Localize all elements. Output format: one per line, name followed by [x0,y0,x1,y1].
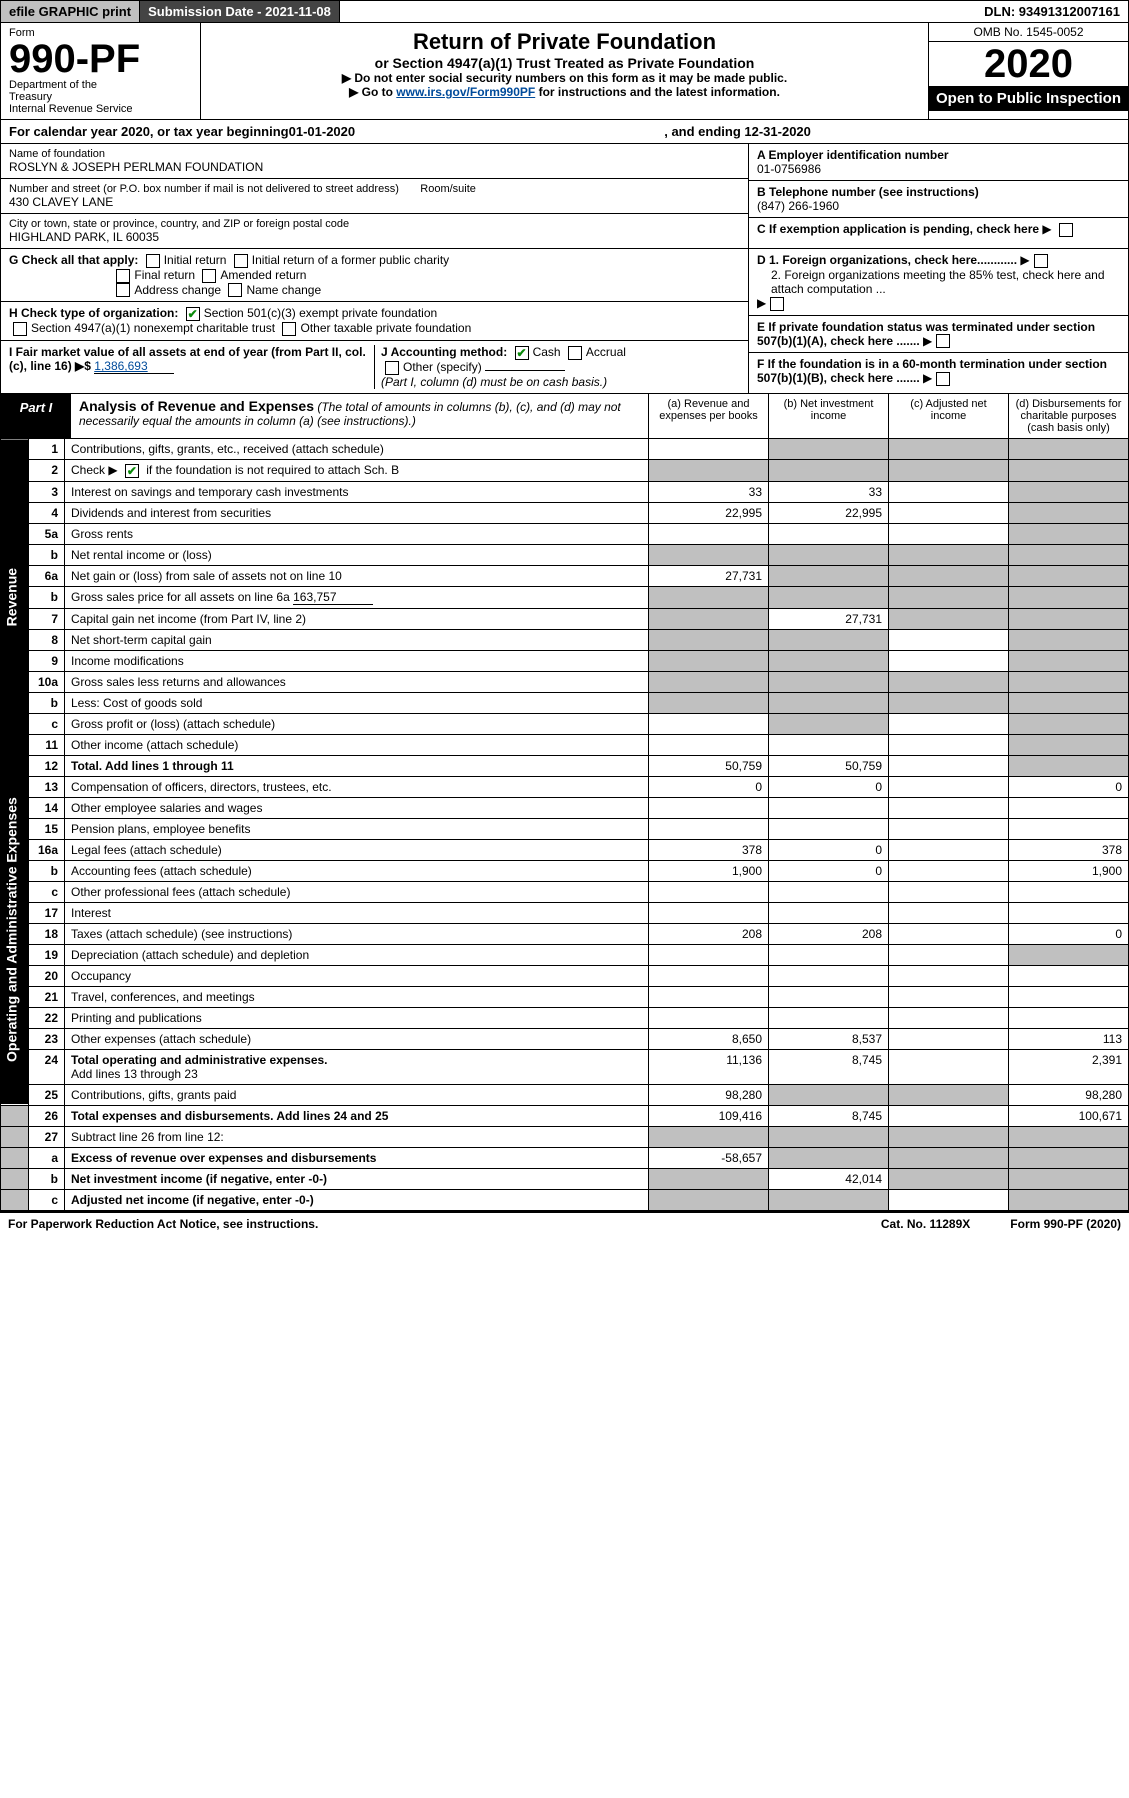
city-cell: City or town, state or province, country… [1,214,748,248]
name-cell: Name of foundationROSLYN & JOSEPH PERLMA… [1,144,748,179]
checkbox-g3[interactable] [116,269,130,283]
part1-header: Part I Analysis of Revenue and Expenses … [0,394,1129,439]
footer-mid: Cat. No. 11289X [881,1217,970,1231]
checkbox-f[interactable] [936,372,950,386]
checkbox-g1[interactable] [146,254,160,268]
revenue-side: Revenue [1,439,29,755]
footer: For Paperwork Reduction Act Notice, see … [0,1211,1129,1235]
submission-date: Submission Date - 2021-11-08 [140,1,340,22]
checkbox-e[interactable] [936,334,950,348]
col-a-head: (a) Revenue and expenses per books [648,394,768,438]
checkbox-d2[interactable] [770,297,784,311]
omb-number: OMB No. 1545-0052 [929,23,1128,42]
header-left: Form 990-PF Department of theTreasuryInt… [1,23,201,119]
checkbox-schb[interactable]: ✔ [125,464,139,478]
checks-right: D 1. Foreign organizations, check here..… [748,249,1128,393]
ij-row: I Fair market value of all assets at end… [1,341,748,393]
checkbox-g2[interactable] [234,254,248,268]
part-title: Analysis of Revenue and Expenses (The to… [71,394,648,438]
address-cell: Number and street (or P.O. box number if… [1,179,748,214]
id-right: A Employer identification number01-07569… [748,144,1128,248]
checkbox-c[interactable] [1059,223,1073,237]
footer-left: For Paperwork Reduction Act Notice, see … [8,1217,318,1231]
checkbox-g4[interactable] [202,269,216,283]
col-d-head: (d) Disbursements for charitable purpose… [1008,394,1128,438]
d-row: D 1. Foreign organizations, check here..… [749,249,1128,316]
expenses-side: Operating and Administrative Expenses [1,755,29,1105]
e-row: E If private foundation status was termi… [749,316,1128,354]
checkbox-j2[interactable] [568,346,582,360]
form-title: Return of Private Foundation [207,29,922,55]
col-b-head: (b) Net investment income [768,394,888,438]
dln: DLN: 93491312007161 [976,1,1128,22]
header-mid: Return of Private Foundation or Section … [201,23,928,119]
phone-cell: B Telephone number (see instructions)(84… [749,181,1128,218]
checkbox-j1[interactable]: ✔ [515,346,529,360]
checks-left: G Check all that apply: Initial return I… [1,249,748,393]
open-inspection: Open to Public Inspection [929,86,1128,111]
checkbox-g6[interactable] [228,283,242,297]
part-label: Part I [1,394,71,438]
header-right: OMB No. 1545-0052 2020 Open to Public In… [928,23,1128,119]
col-c-head: (c) Adjusted net income [888,394,1008,438]
form-note1: ▶ Do not enter social security numbers o… [207,71,922,85]
top-bar: efile GRAPHIC print Submission Date - 20… [0,0,1129,23]
id-left: Name of foundationROSLYN & JOSEPH PERLMA… [1,144,748,248]
fmv-value[interactable]: 1,386,693 [94,359,174,374]
identity-block: Name of foundationROSLYN & JOSEPH PERLMA… [0,144,1129,249]
form-note2: ▶ Go to www.irs.gov/Form990PF for instru… [207,85,922,99]
irs-link[interactable]: www.irs.gov/Form990PF [396,85,535,99]
form-header: Form 990-PF Department of theTreasuryInt… [0,23,1129,120]
efile-label[interactable]: efile GRAPHIC print [1,1,140,22]
checks-block: G Check all that apply: Initial return I… [0,249,1129,394]
ein-cell: A Employer identification number01-07569… [749,144,1128,181]
lines-table: Revenue 1Contributions, gifts, grants, e… [0,439,1129,1211]
f-row: F If the foundation is in a 60-month ter… [749,353,1128,390]
checkbox-j3[interactable] [385,361,399,375]
calendar-year-row: For calendar year 2020, or tax year begi… [0,120,1129,144]
dept-line: Department of theTreasuryInternal Revenu… [9,79,192,115]
form-subtitle: or Section 4947(a)(1) Trust Treated as P… [207,55,922,71]
checkbox-g5[interactable] [116,283,130,297]
g-row: G Check all that apply: Initial return I… [1,249,748,302]
checkbox-h3[interactable] [282,322,296,336]
footer-right: Form 990-PF (2020) [1010,1217,1121,1231]
checkbox-h2[interactable] [13,322,27,336]
checkbox-d1[interactable] [1034,254,1048,268]
checkbox-h1[interactable]: ✔ [186,307,200,321]
exemption-cell: C If exemption application is pending, c… [749,218,1128,241]
h-row: H Check type of organization: ✔Section 5… [1,302,748,341]
tax-year: 2020 [929,42,1128,86]
form-number: 990-PF [9,39,192,79]
